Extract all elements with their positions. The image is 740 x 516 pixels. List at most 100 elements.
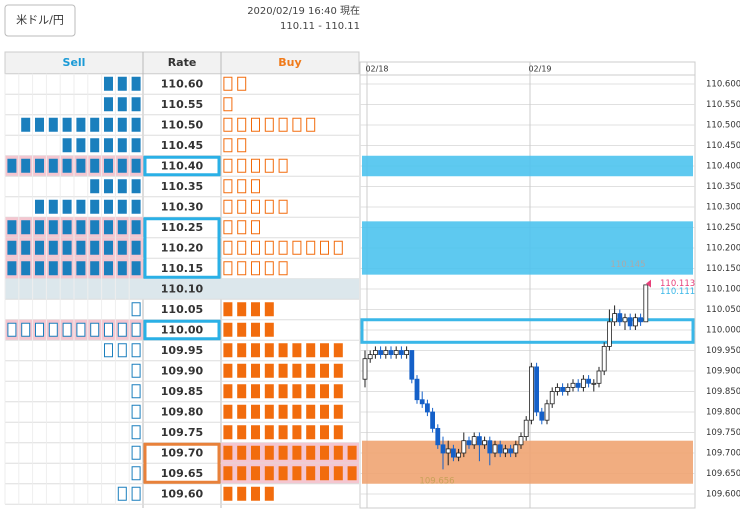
sell-box	[90, 240, 100, 255]
date-label: 02/19	[528, 65, 551, 74]
buy-box	[278, 240, 288, 255]
buy-box	[223, 76, 233, 91]
rate-mark	[143, 442, 221, 484]
candle-body	[591, 382, 597, 385]
y-tick-label: 110.500	[706, 121, 740, 131]
candle-body	[466, 440, 472, 446]
buy-box	[292, 466, 302, 481]
y-tick-label: 109.950	[706, 346, 740, 356]
candle-body	[529, 366, 534, 421]
buy-box	[237, 76, 247, 91]
rate-cell: 110.00	[161, 324, 204, 337]
sell-box	[104, 220, 113, 235]
sell-box	[35, 117, 44, 132]
buy-box	[333, 404, 343, 419]
buy-boxes	[223, 138, 247, 153]
sell-box	[104, 343, 113, 358]
buy-box	[237, 404, 247, 419]
buy-box	[333, 466, 343, 481]
buy-box	[320, 445, 329, 460]
sell-box	[131, 199, 141, 214]
sell-box	[131, 97, 141, 112]
candle-body	[518, 436, 524, 446]
buy-box	[264, 425, 274, 440]
sell-boxes	[7, 322, 141, 337]
buy-box	[251, 343, 260, 358]
sell-boxes	[131, 445, 141, 460]
sell-box	[48, 117, 58, 132]
sell-box	[131, 445, 141, 460]
buy-box	[320, 425, 329, 440]
buy-box	[278, 343, 288, 358]
buy-boxes	[223, 425, 343, 440]
buy-box	[251, 486, 260, 501]
candle-body	[492, 444, 498, 454]
y-tick-label: 110.000	[706, 326, 740, 336]
sell-box	[131, 404, 141, 419]
candle-body	[627, 317, 633, 327]
candle-body	[581, 378, 586, 388]
sell-box	[48, 158, 58, 173]
buy-box	[264, 363, 274, 378]
buy-box	[333, 363, 343, 378]
sell-box	[104, 322, 113, 337]
y-tick-label: 110.300	[706, 203, 740, 213]
sell-box	[131, 302, 141, 317]
rate-cell: 109.60	[161, 488, 204, 501]
buy-boxes	[223, 363, 343, 378]
sell-box	[117, 240, 127, 255]
rate-cell: 110.25	[161, 221, 203, 234]
sell-box	[117, 486, 127, 501]
zone-band	[362, 440, 693, 484]
sell-box	[131, 76, 141, 91]
buy-box	[223, 384, 233, 399]
date-label: 02/18	[365, 65, 388, 74]
buy-box	[237, 199, 247, 214]
candle-body	[409, 350, 415, 380]
sell-box	[131, 179, 141, 194]
buy-boxes	[223, 445, 357, 460]
sell-box	[104, 179, 113, 194]
sell-box	[21, 220, 31, 235]
buy-box	[251, 384, 260, 399]
sell-box	[35, 240, 44, 255]
sell-boxes	[7, 158, 141, 173]
candle-body	[445, 448, 451, 454]
y-tick-label: 109.850	[706, 387, 740, 397]
sell-box	[104, 117, 113, 132]
rate-cell: 110.10	[161, 283, 204, 296]
sell-boxes	[117, 486, 141, 501]
sell-box	[35, 322, 44, 337]
pair-label[interactable]: 米ドル/円	[16, 14, 64, 27]
candle-body	[607, 321, 612, 347]
sell-boxes	[104, 76, 141, 91]
buy-box	[264, 445, 274, 460]
y-tick-label: 110.550	[706, 100, 740, 110]
rate-header: Rate	[168, 56, 197, 69]
buy-boxes	[223, 199, 288, 214]
sell-boxes	[131, 404, 141, 419]
price-marker	[646, 279, 651, 288]
sell-box	[117, 76, 127, 91]
buy-box	[251, 363, 260, 378]
buy-box	[223, 179, 233, 194]
candle-body	[456, 452, 462, 458]
buy-box	[278, 466, 288, 481]
buy-box	[278, 425, 288, 440]
pair-button[interactable]	[4, 4, 76, 37]
buy-box	[292, 343, 302, 358]
buy-box	[237, 343, 247, 358]
sell-box	[117, 179, 127, 194]
candle-body	[549, 391, 555, 405]
sell-box	[35, 261, 44, 276]
sell-box	[76, 199, 86, 214]
sell-box	[90, 199, 100, 214]
sell-box	[104, 199, 113, 214]
buy-box	[264, 261, 274, 276]
buy-box	[237, 158, 247, 173]
rate-cell: 110.20	[161, 242, 204, 255]
buy-box	[223, 425, 233, 440]
buy-box	[278, 404, 288, 419]
price-annotation: 110.145	[610, 260, 645, 270]
